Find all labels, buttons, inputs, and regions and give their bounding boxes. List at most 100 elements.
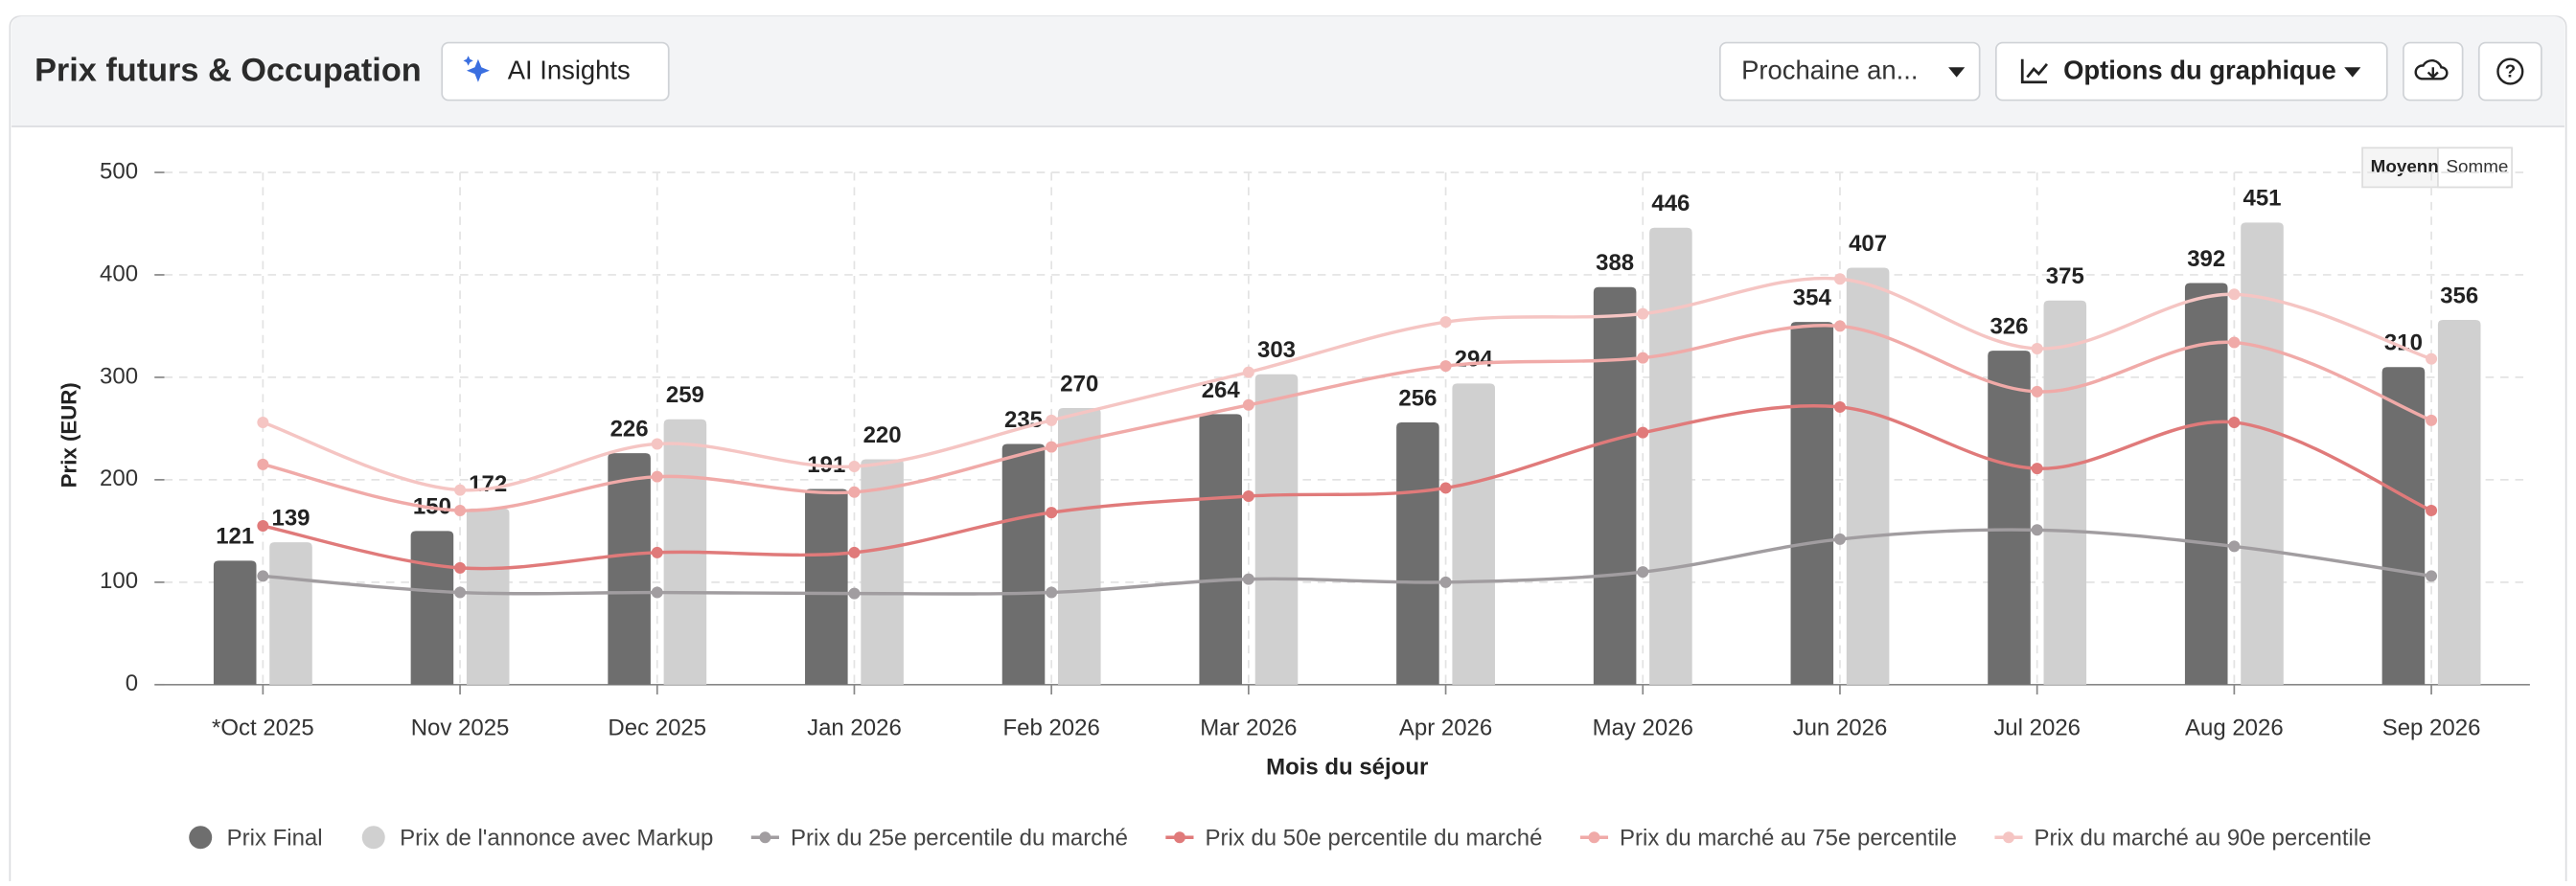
bar-value-label: 121 bbox=[216, 524, 254, 550]
line-point bbox=[454, 561, 467, 574]
legend-label[interactable]: Prix de l'annonce avec Markup bbox=[400, 825, 713, 851]
bar bbox=[410, 531, 454, 685]
bar-value-label: 326 bbox=[1990, 313, 2029, 339]
x-tick-label: Mar 2026 bbox=[1200, 715, 1297, 740]
line-point bbox=[1833, 400, 1846, 413]
average-option[interactable]: Moyenne bbox=[2371, 156, 2450, 176]
line-point bbox=[2228, 416, 2241, 428]
line-point bbox=[2426, 414, 2438, 426]
bar-value-label: 356 bbox=[2440, 283, 2478, 308]
line-point bbox=[1046, 441, 1058, 453]
help-icon-mark: ? bbox=[2505, 60, 2517, 80]
x-axis-title: Mois du séjour bbox=[1266, 755, 1428, 781]
bar-value-label: 259 bbox=[666, 382, 704, 408]
line-point bbox=[1439, 576, 1452, 588]
line-point bbox=[1242, 366, 1254, 378]
ai-insights-label: AI Insights bbox=[508, 56, 631, 85]
line-point bbox=[1439, 360, 1452, 373]
bar bbox=[2437, 320, 2481, 685]
line-point bbox=[848, 460, 861, 472]
line-point bbox=[1637, 426, 1649, 439]
sum-option[interactable] bbox=[2437, 147, 2513, 189]
line-point bbox=[651, 586, 663, 599]
line-point bbox=[1833, 320, 1846, 332]
x-tick-label: May 2026 bbox=[1593, 715, 1693, 740]
line-point bbox=[257, 416, 269, 428]
bar bbox=[1649, 227, 1692, 685]
legend-label[interactable]: Prix du 25e percentile du marché bbox=[791, 825, 1128, 851]
help-button[interactable] bbox=[2477, 41, 2542, 102]
bar-value-label: 388 bbox=[1596, 250, 1634, 276]
legend-label[interactable]: Prix du marché au 90e percentile bbox=[2035, 825, 2372, 851]
line-point bbox=[651, 546, 663, 558]
bar bbox=[213, 560, 257, 685]
y-tick-label: 400 bbox=[100, 261, 138, 286]
x-tick-label: Aug 2026 bbox=[2185, 715, 2284, 740]
line-point bbox=[454, 586, 467, 599]
y-tick-label: 100 bbox=[100, 568, 138, 594]
bar-value-label: 303 bbox=[1257, 337, 1296, 363]
x-tick-label: Dec 2025 bbox=[608, 715, 706, 740]
bar bbox=[466, 508, 510, 685]
bar-value-label: 294 bbox=[1455, 347, 1494, 373]
period-select-label: Prochaine an... bbox=[1741, 56, 1918, 85]
bar bbox=[1452, 383, 1495, 685]
bar bbox=[861, 459, 904, 685]
line bbox=[262, 276, 2432, 492]
x-tick-label: Feb 2026 bbox=[1002, 715, 1099, 740]
legend-label[interactable]: Prix Final bbox=[227, 825, 323, 851]
line-point bbox=[1046, 507, 1058, 519]
line bbox=[263, 528, 2432, 596]
period-select[interactable] bbox=[1718, 41, 1981, 102]
line-point bbox=[257, 570, 269, 582]
title: Prix futurs & Occupation bbox=[34, 52, 422, 88]
bar-value-label: 375 bbox=[2046, 263, 2084, 289]
x-tick-label: Nov 2025 bbox=[411, 715, 510, 740]
line-point bbox=[2426, 570, 2438, 582]
options-label: Options du graphique bbox=[2063, 56, 2336, 85]
line-point bbox=[1439, 316, 1452, 329]
legend-label[interactable]: Prix du marché au 75e percentile bbox=[1620, 825, 1957, 851]
line-point bbox=[2031, 524, 2043, 536]
line bbox=[262, 324, 2432, 512]
bar bbox=[1790, 322, 1834, 685]
legend-label[interactable]: Prix du 50e percentile du marché bbox=[1205, 825, 1542, 851]
x-tick-label: Sep 2026 bbox=[2382, 715, 2481, 740]
sum-option-label: Somme bbox=[2446, 156, 2508, 176]
x-tick-label: Jul 2026 bbox=[1993, 715, 2081, 740]
bar bbox=[1593, 286, 1637, 685]
line-point bbox=[1637, 566, 1649, 579]
legend-marker bbox=[189, 826, 213, 850]
options-button[interactable] bbox=[1994, 41, 2388, 102]
line-point bbox=[2031, 463, 2043, 475]
bar bbox=[2381, 367, 2426, 685]
line-point bbox=[1439, 482, 1452, 494]
line bbox=[262, 403, 2432, 571]
chart-icon bbox=[2020, 58, 2049, 84]
line-point bbox=[1833, 273, 1846, 285]
y-tick-label: 0 bbox=[126, 670, 138, 696]
x-tick-label: Jun 2026 bbox=[1793, 715, 1888, 740]
bar bbox=[1254, 374, 1299, 685]
sparkle-icon bbox=[463, 56, 490, 82]
legend-marker bbox=[759, 831, 771, 844]
bar-value-label: 220 bbox=[863, 422, 902, 448]
bar-value-label: 256 bbox=[1398, 385, 1437, 411]
line-point bbox=[1046, 414, 1058, 426]
line-point bbox=[1242, 398, 1254, 411]
line-point bbox=[848, 587, 861, 600]
bar-value-label: 407 bbox=[1849, 231, 1887, 257]
bar bbox=[2184, 283, 2228, 685]
bar bbox=[1988, 351, 2031, 685]
legend-marker bbox=[361, 826, 385, 850]
ai-insights-button[interactable] bbox=[441, 41, 670, 102]
caret bbox=[1948, 67, 1966, 78]
legend-marker bbox=[1173, 831, 1185, 844]
bar-value-label: 172 bbox=[469, 471, 507, 497]
bar-value-label: 354 bbox=[1793, 285, 1832, 311]
line-point bbox=[2031, 342, 2043, 354]
x-tick-label: *Oct 2025 bbox=[212, 715, 314, 740]
line-point bbox=[2228, 336, 2241, 349]
